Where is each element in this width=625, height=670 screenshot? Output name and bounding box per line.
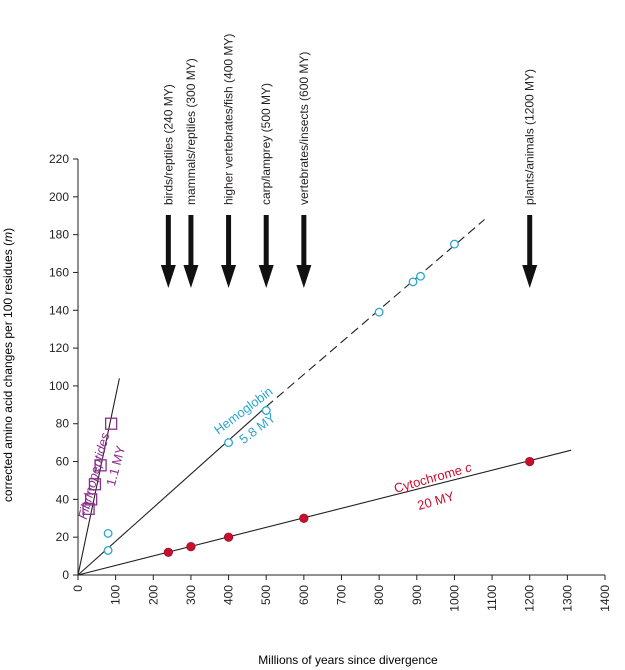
fibrinopeptides-point bbox=[82, 502, 95, 515]
divergence-label: higher vertebrates/fish (400 MY) bbox=[222, 34, 236, 205]
x-tick-label: 800 bbox=[372, 585, 386, 605]
y-tick-label: 200 bbox=[49, 190, 69, 204]
y-tick-label: 100 bbox=[49, 379, 69, 393]
x-tick-label: 700 bbox=[335, 585, 349, 605]
divergence-label: plants/animals (1200 MY) bbox=[523, 69, 537, 205]
y-tick-label: 20 bbox=[56, 530, 70, 544]
divergence-label: birds/reptiles (240 MY) bbox=[161, 84, 175, 205]
fit-lines-group bbox=[77, 219, 572, 576]
divergence-arrow-head bbox=[296, 265, 312, 288]
divergence-arrows-group: birds/reptiles (240 MY) mammals/reptiles … bbox=[160, 34, 538, 288]
y-tick-label: 0 bbox=[62, 568, 69, 582]
divergence-arrow-head bbox=[160, 265, 176, 288]
fibrinopeptides-point bbox=[104, 417, 118, 430]
hemoglobin-point bbox=[103, 545, 113, 555]
x-tick-label: 900 bbox=[410, 585, 424, 605]
hemoglobin-point bbox=[416, 271, 425, 281]
data-points-group bbox=[82, 239, 535, 557]
cytochrome-label-main: Cytochrome bbox=[392, 461, 467, 496]
hemoglobin-point bbox=[261, 406, 271, 415]
y-axis-title: corrected amino acid changes per 100 res… bbox=[1, 228, 15, 502]
y-tick-label: 180 bbox=[49, 228, 69, 242]
y-tick-label: 80 bbox=[56, 417, 70, 431]
divergence-arrow-head bbox=[221, 265, 237, 288]
y-tick-label: 60 bbox=[56, 455, 70, 469]
x-tick-label: 1400 bbox=[598, 585, 612, 612]
hemoglobin-point bbox=[374, 307, 384, 317]
divergence-arrow-head bbox=[258, 265, 274, 288]
y-tick-label: 140 bbox=[49, 303, 69, 317]
cytochrome-point bbox=[186, 542, 196, 552]
x-axis-title: Millions of years since divergence bbox=[258, 653, 438, 667]
y-tick-label: 40 bbox=[56, 492, 70, 506]
y-axis-title-var: m bbox=[1, 232, 15, 242]
axes-group: 0 20 40 60 80 100 120 140 160 180 200 220 0 100 200 300… bbox=[49, 152, 612, 612]
cytochrome-point bbox=[525, 456, 535, 467]
y-axis-title-main: corrected amino acid changes per 100 res… bbox=[1, 242, 15, 502]
hemoglobin-point bbox=[224, 438, 234, 448]
x-tick-label: 200 bbox=[146, 585, 160, 605]
hemoglobin-point bbox=[449, 239, 459, 249]
x-tick-label: 100 bbox=[109, 585, 123, 605]
series-labels-group: Fibrinopeptides 1.1 MY Hemoglobin 5.8 MY… bbox=[75, 384, 474, 521]
cytochrome-fit-line bbox=[77, 449, 572, 576]
cytochrome-rate-label: 20 MY bbox=[416, 488, 457, 513]
cytochrome-point bbox=[223, 532, 234, 542]
x-tick-label: 1100 bbox=[485, 585, 499, 611]
hemoglobin-point bbox=[408, 277, 418, 287]
y-axis-title-end: ) bbox=[1, 228, 15, 232]
y-tick-label: 120 bbox=[49, 341, 69, 355]
y-tick-label: 160 bbox=[49, 265, 69, 279]
x-tick-label: 1300 bbox=[560, 585, 574, 612]
fibrinopeptides-point bbox=[85, 493, 98, 506]
fibrinopeptides-point bbox=[88, 478, 102, 491]
fibrinopeptides-fit-line bbox=[77, 378, 120, 576]
x-tick-label: 300 bbox=[184, 585, 198, 605]
x-tick-label: 1200 bbox=[523, 585, 537, 612]
divergence-label: vertebrates/insects (600 MY) bbox=[297, 52, 311, 205]
cytochrome-point bbox=[299, 513, 309, 523]
x-tick-label: 1000 bbox=[447, 585, 461, 612]
divergence-arrow-head bbox=[522, 265, 538, 288]
divergence-label: carp/lamprey (500 MY) bbox=[259, 83, 273, 205]
hemoglobin-point bbox=[103, 528, 113, 538]
x-tick-label: 400 bbox=[222, 585, 236, 605]
divergence-label: mammals/reptiles (300 MY) bbox=[184, 58, 198, 205]
x-tick-label: 0 bbox=[71, 585, 85, 592]
divergence-arrow-head bbox=[183, 265, 199, 288]
cytochrome-label-var: c bbox=[463, 459, 474, 475]
x-tick-label: 600 bbox=[297, 585, 311, 605]
x-tick-label: 500 bbox=[259, 585, 273, 605]
cytochrome-point bbox=[163, 547, 173, 557]
y-tick-label: 220 bbox=[49, 152, 69, 166]
fibrinopeptides-point bbox=[94, 459, 107, 472]
